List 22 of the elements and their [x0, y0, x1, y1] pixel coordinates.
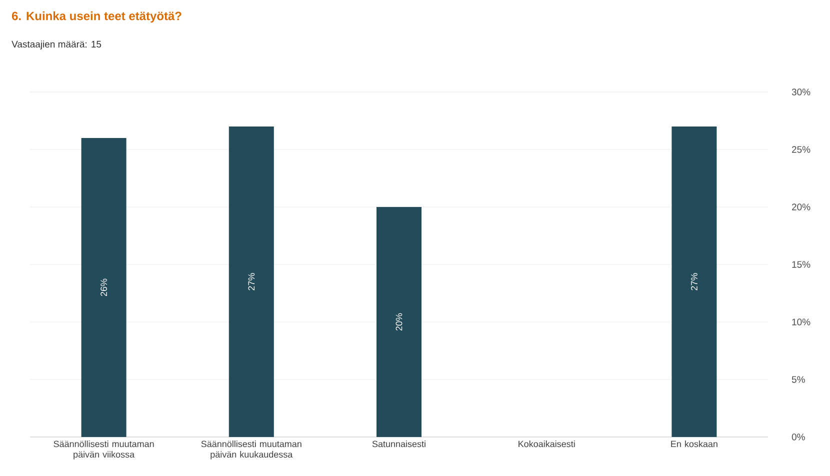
y-tick-label: 25%: [792, 146, 810, 153]
data-label: 27%: [248, 273, 255, 290]
bar: [228, 126, 274, 437]
y-tick-label: 20%: [792, 204, 810, 210]
x-tick-label: En koskaan: [671, 440, 718, 448]
bar: [376, 206, 422, 437]
y-tick-label: 10%: [792, 318, 810, 326]
y-tick-label: 30%: [792, 88, 810, 96]
x-tick-label: Säännöllisesti muutaman päivän viikossa: [54, 440, 154, 460]
data-label: 20%: [396, 313, 402, 331]
x-tick-label: Säännöllisesti muutaman päivän kuukaudessa: [201, 440, 302, 460]
chart-title: 6. Kuinka usein teet etätyötä?: [12, 11, 182, 23]
y-tick-label: 15%: [792, 261, 810, 268]
y-tick-label: 0%: [792, 434, 805, 440]
x-tick-label: Satunnaisesti: [372, 440, 426, 448]
bar: [672, 126, 717, 437]
x-tick-label: Kokoaikaisesti: [518, 440, 575, 448]
data-label: 26%: [100, 278, 107, 296]
y-tick-label: 5%: [792, 376, 805, 383]
data-label: 27%: [691, 273, 698, 290]
chart-subtitle: Vastaajien määrä: 15: [12, 40, 102, 50]
bar: [81, 138, 126, 437]
